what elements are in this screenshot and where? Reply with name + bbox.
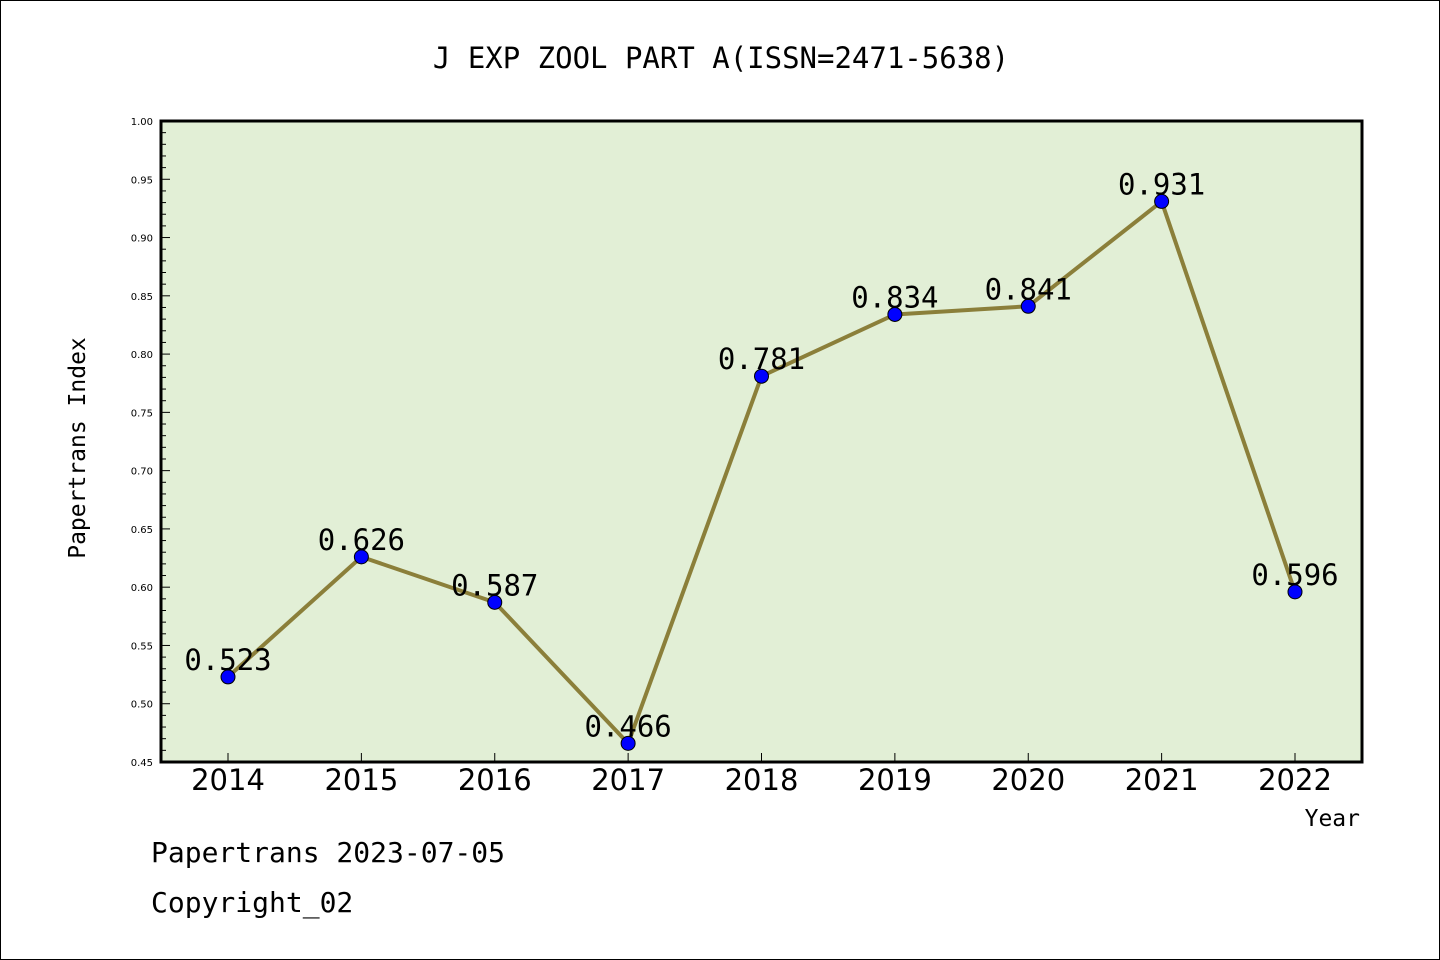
y-tick-label: 0.80 [131,350,153,361]
plot-border [159,119,1364,764]
y-tick-label: 0.75 [131,408,153,419]
data-label: 0.523 [184,643,271,677]
data-point [620,735,636,751]
data-labels: 0.523 0.626 0.587 0.466 0.781 0.834 0.841 0.931… [184,167,1338,743]
data-label: 0.587 [451,568,538,602]
data-label: 0.596 [1251,558,1338,592]
x-axis-label: Year [1305,806,1360,832]
y-tick-label: 0.65 [131,525,153,536]
data-point [1154,193,1170,209]
data-label: 0.834 [851,280,938,314]
y-tick-label: 0.50 [131,700,153,711]
data-label: 0.931 [1118,167,1205,201]
x-axis: 2014 2015 2016 2017 2018 2019 2020 2021 2022 [191,753,1332,797]
footer-copyright: Copyright_02 [151,886,354,919]
x-tick-label: 2020 [991,763,1065,797]
y-axis-label: Papertrans Index [65,337,91,559]
y-tick-label: 0.70 [131,467,153,478]
data-label: 0.781 [718,342,805,376]
data-point [887,306,903,322]
data-point [1287,584,1303,600]
x-tick-label: 2021 [1125,763,1199,797]
data-markers [220,193,1303,751]
data-point [220,669,236,685]
data-point [754,368,769,384]
data-point [487,594,503,610]
x-tick-label: 2017 [591,763,665,797]
x-tick-label: 2016 [458,763,532,797]
footer-date: Papertrans 2023-07-05 [151,836,506,869]
y-tick-label: 0.45 [131,758,153,769]
x-tick-label: 2015 [324,763,398,797]
x-tick-label: 2022 [1258,763,1332,797]
plot-area [161,121,1362,762]
x-tick-label: 2019 [858,763,932,797]
y-tick-label: 0.95 [131,175,153,186]
y-tick-label: 0.85 [131,292,153,303]
data-label: 0.626 [318,523,405,557]
y-tick-label: 0.60 [131,583,153,594]
y-tick-label: 1.00 [131,117,153,128]
y-tick-label: 0.55 [131,641,153,652]
x-tick-label: 2014 [191,763,265,797]
x-tick-label: 2018 [725,763,799,797]
data-label: 0.841 [985,272,1072,306]
chart-title: J EXP ZOOL PART A(ISSN=2471-5638) [433,41,1009,75]
data-label: 0.466 [584,709,671,743]
data-point [1020,298,1036,314]
data-point [353,549,369,565]
y-tick-label: 0.90 [131,234,153,245]
